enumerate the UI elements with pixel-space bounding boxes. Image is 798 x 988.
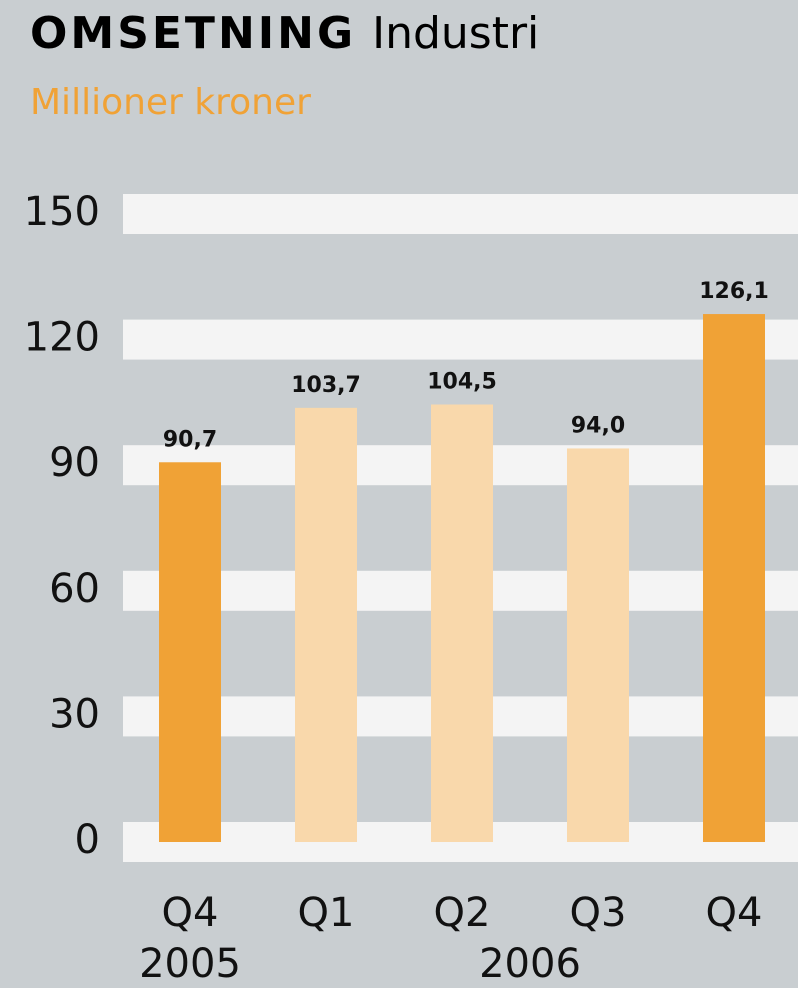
y-tick-label: 0: [75, 817, 100, 863]
value-label: 90,7: [163, 427, 217, 452]
bar: [159, 462, 221, 842]
x-tick-label: Q1: [298, 890, 355, 936]
value-label: 126,1: [699, 279, 769, 304]
bar: [567, 448, 629, 842]
y-tick-label: 150: [24, 189, 100, 235]
subtitle: Millioner kroner: [30, 82, 311, 123]
y-tick-label: 30: [49, 691, 100, 737]
x-tick-label: Q4: [706, 890, 763, 936]
y-tick-label: 120: [24, 315, 100, 361]
x-tick-label: Q2: [434, 890, 491, 936]
title-main: OMSETNING: [30, 8, 356, 59]
value-label: 103,7: [291, 373, 361, 398]
bar: [295, 407, 357, 842]
x-tick-label: Q4: [162, 890, 219, 936]
value-label: 104,5: [427, 369, 497, 394]
bar: [431, 404, 493, 842]
x-group-label: 2006: [479, 941, 581, 987]
title-addition: Industri: [372, 8, 539, 59]
x-tick-label: Q3: [570, 890, 627, 936]
grid-band: [123, 319, 798, 360]
bar: [703, 314, 765, 842]
y-tick-label: 90: [49, 440, 100, 486]
y-tick-label: 60: [49, 566, 100, 612]
value-label: 94,0: [571, 413, 625, 438]
grid-band: [123, 194, 798, 234]
chart-title: OMSETNING Industri: [30, 8, 539, 59]
x-group-label: 2005: [139, 941, 241, 987]
